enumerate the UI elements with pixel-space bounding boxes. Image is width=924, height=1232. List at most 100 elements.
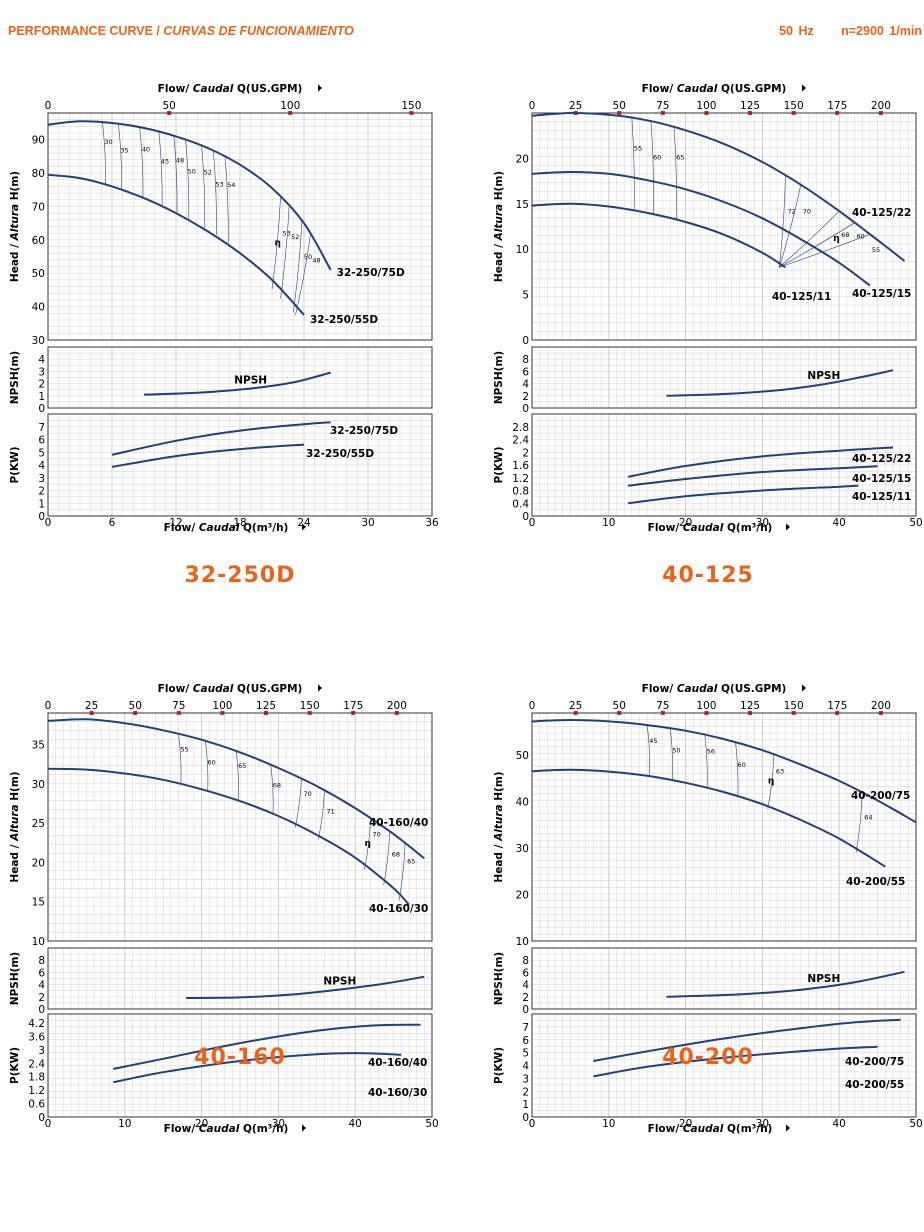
head-curve — [47, 767, 410, 906]
npsh-tick-label: 6 — [522, 366, 529, 378]
gpm-tick-label: 100 — [696, 100, 716, 112]
m3h-tick-label: 40 — [833, 517, 846, 529]
efficiency-line — [280, 206, 290, 299]
gpm-tick-label: 200 — [387, 700, 407, 712]
gpm-tick-label: 75 — [656, 100, 669, 112]
power-series-label: 32-250/55D — [306, 448, 374, 460]
efficiency-line — [235, 751, 239, 800]
head-series-label: 40-125/15 — [852, 288, 911, 300]
m3h-tick-label: 0 — [529, 1118, 536, 1130]
frequency-label: 50 Hz — [779, 24, 814, 38]
head-series-label: 40-160/40 — [369, 817, 428, 829]
npsh-curve-label: NPSH — [807, 370, 840, 382]
power-tick-label: 2 — [522, 447, 529, 459]
power-series-label: 40-160/30 — [368, 1087, 427, 1099]
power-tick-label: 4.2 — [28, 1018, 45, 1030]
efficiency-label: 52 — [291, 233, 299, 241]
power-tick-label: 2.4 — [28, 1058, 45, 1070]
npsh-tick-label: 0 — [38, 403, 45, 415]
head-axis-title: Head / Altura H(m) — [9, 171, 21, 282]
m3h-tick-label: 50 — [425, 1118, 438, 1130]
power-series-label: 40-200/55 — [845, 1079, 904, 1091]
npsh-tick-label: 2 — [38, 992, 45, 1004]
head-tick-label: 40 — [32, 302, 45, 314]
gpm-tick-label: 200 — [871, 100, 891, 112]
head-curve — [531, 111, 906, 262]
npsh-tick-label: 8 — [38, 955, 45, 967]
efficiency-label: 45 — [649, 737, 657, 745]
gpm-tick-label: 100 — [696, 700, 716, 712]
gpm-tick-label: 75 — [656, 700, 669, 712]
efficiency-line — [673, 127, 677, 220]
power-tick-label: 1 — [38, 498, 45, 510]
head-tick-label: 5 — [522, 290, 529, 302]
npsh-tick-label: 1 — [38, 391, 45, 403]
power-tick-label: 0 — [38, 511, 45, 523]
head-tick-label: 50 — [516, 750, 529, 762]
efficiency-label: 48 — [176, 157, 184, 165]
npsh-axis-title: NPSH(m) — [493, 351, 505, 404]
head-tick-label: 10 — [516, 936, 529, 948]
power-curve — [111, 421, 331, 456]
efficiency-line — [139, 127, 144, 197]
efficiency-line — [185, 139, 190, 219]
power-curve — [627, 484, 859, 505]
eta-symbol: η — [365, 839, 371, 849]
power-curve — [627, 465, 878, 487]
m3h-tick-label: 0 — [45, 1118, 52, 1130]
gpm-tick-label: 175 — [827, 100, 847, 112]
power-tick-label: 7 — [38, 422, 45, 434]
power-axis-title: P(KW) — [493, 446, 505, 483]
efficiency-line — [295, 778, 302, 828]
efficiency-label: 52 — [204, 168, 212, 176]
gpm-axis-title: Flow/ Caudal Q(US.GPM) — [158, 83, 303, 95]
efficiency-label: 35 — [120, 147, 128, 155]
m3h-tick-label: 10 — [602, 1118, 615, 1130]
head-curve — [531, 170, 871, 287]
power-curve — [113, 1052, 402, 1084]
gpm-tick-label: 100 — [212, 700, 232, 712]
gpm-tick-label: 0 — [45, 700, 52, 712]
efficiency-line — [173, 135, 178, 213]
power-tick-label: 4 — [38, 460, 45, 472]
efficiency-label: 63 — [776, 768, 784, 776]
efficiency-label: 71 — [326, 808, 334, 816]
head-curve — [531, 768, 886, 868]
efficiency-label: 60 — [653, 154, 661, 162]
efficiency-line — [779, 234, 871, 268]
power-tick-label: 4 — [522, 1061, 529, 1073]
m3h-tick-label: 50 — [909, 517, 922, 529]
m3h-tick-label: 18 — [233, 517, 246, 529]
efficiency-line — [767, 754, 775, 810]
power-tick-label: 2 — [522, 1086, 529, 1098]
m3h-tick-label: 40 — [833, 1118, 846, 1130]
power-tick-label: 3 — [38, 1045, 45, 1057]
gpm-axis-title: Flow/ Caudal Q(US.GPM) — [158, 683, 303, 695]
head-tick-label: 30 — [516, 843, 529, 855]
power-curve — [593, 1018, 901, 1062]
npsh-curve-label: NPSH — [234, 374, 267, 386]
gpm-tick-label: 0 — [529, 700, 536, 712]
npsh-tick-label: 4 — [38, 980, 45, 992]
efficiency-line — [318, 790, 325, 840]
m3h-tick-label: 10 — [118, 1118, 131, 1130]
npsh-tick-label: 4 — [522, 980, 529, 992]
efficiency-label: 54 — [227, 181, 235, 189]
model-title: 40-160 — [194, 1045, 286, 1070]
gpm-tick-label: 200 — [871, 700, 891, 712]
head-tick-label: 25 — [32, 818, 45, 830]
head-curve — [47, 718, 425, 860]
head-axis-title: Head / Altura H(m) — [9, 771, 21, 882]
efficiency-label: 72 — [787, 208, 795, 216]
efficiency-label: 55 — [634, 144, 642, 152]
efficiency-label: 60 — [738, 761, 746, 769]
npsh-curve — [666, 369, 894, 397]
npsh-axis-title: NPSH(m) — [493, 952, 505, 1005]
efficiency-label: 50 — [672, 746, 680, 754]
gpm-tick-label: 50 — [613, 100, 626, 112]
head-tick-label: 35 — [32, 739, 45, 751]
gpm-tick-label: 50 — [129, 700, 142, 712]
